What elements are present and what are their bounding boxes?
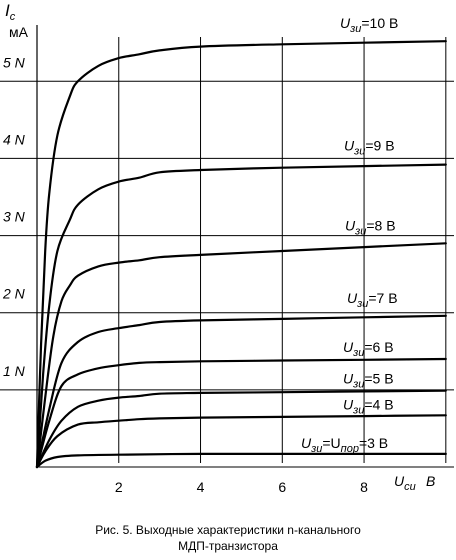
series-label-7: Uзи=9 В bbox=[344, 138, 395, 158]
figure-caption: Рис. 5. Выходные характеристики n-каналь… bbox=[0, 522, 456, 554]
y-tick-label: 2 N bbox=[2, 286, 26, 302]
series-label-2: Uзи=4 В bbox=[343, 396, 394, 416]
y-tick-label: 4 N bbox=[3, 131, 26, 147]
series-line-2 bbox=[35, 414, 447, 469]
series-label-6: Uзи=8 В bbox=[345, 217, 396, 237]
x-axis-unit: В bbox=[426, 473, 435, 489]
series-label-1: Uзи=Uпор=3 В bbox=[301, 435, 388, 455]
y-tick-label: 1 N bbox=[3, 363, 26, 379]
series-line-1 bbox=[35, 452, 447, 469]
axes bbox=[36, 25, 454, 468]
caption-line-2: МДП-транзистора bbox=[178, 539, 278, 553]
series-line-7 bbox=[35, 163, 447, 469]
tick-labels: 2 4 6 8 1 N 2 N 3 N 4 N 5 N bbox=[2, 54, 368, 495]
series-line-5 bbox=[35, 314, 447, 469]
series-label-4: Uзи=6 В bbox=[343, 339, 394, 359]
series-label-3: Uзи=5 В bbox=[343, 371, 394, 391]
series-labels: Uзи=Uпор=3 В Uзи=4 В Uзи=5 В Uзи=6 В Uзи=7 В… bbox=[301, 15, 398, 455]
x-tick-label: 4 bbox=[197, 479, 205, 495]
y-axis-unit: мА bbox=[9, 24, 29, 40]
x-tick-label: 2 bbox=[115, 479, 123, 495]
series-label-8: Uзи=10 В bbox=[340, 15, 398, 35]
curves bbox=[35, 40, 447, 469]
series-line-4 bbox=[35, 357, 447, 469]
y-tick-label: 3 N bbox=[3, 209, 26, 225]
x-axis-label: Uси bbox=[394, 473, 416, 493]
series-line-8 bbox=[35, 40, 447, 469]
series-label-5: Uзи=7 В bbox=[347, 290, 398, 310]
x-tick-label: 6 bbox=[278, 479, 286, 495]
y-tick-label: 5 N bbox=[3, 54, 26, 70]
series-line-3 bbox=[35, 389, 447, 469]
y-axis-label: Ic bbox=[5, 1, 16, 23]
x-tick-label: 8 bbox=[360, 479, 368, 495]
caption-line-1: Рис. 5. Выходные характеристики n-каналь… bbox=[95, 523, 361, 537]
series-line-6 bbox=[35, 242, 447, 469]
